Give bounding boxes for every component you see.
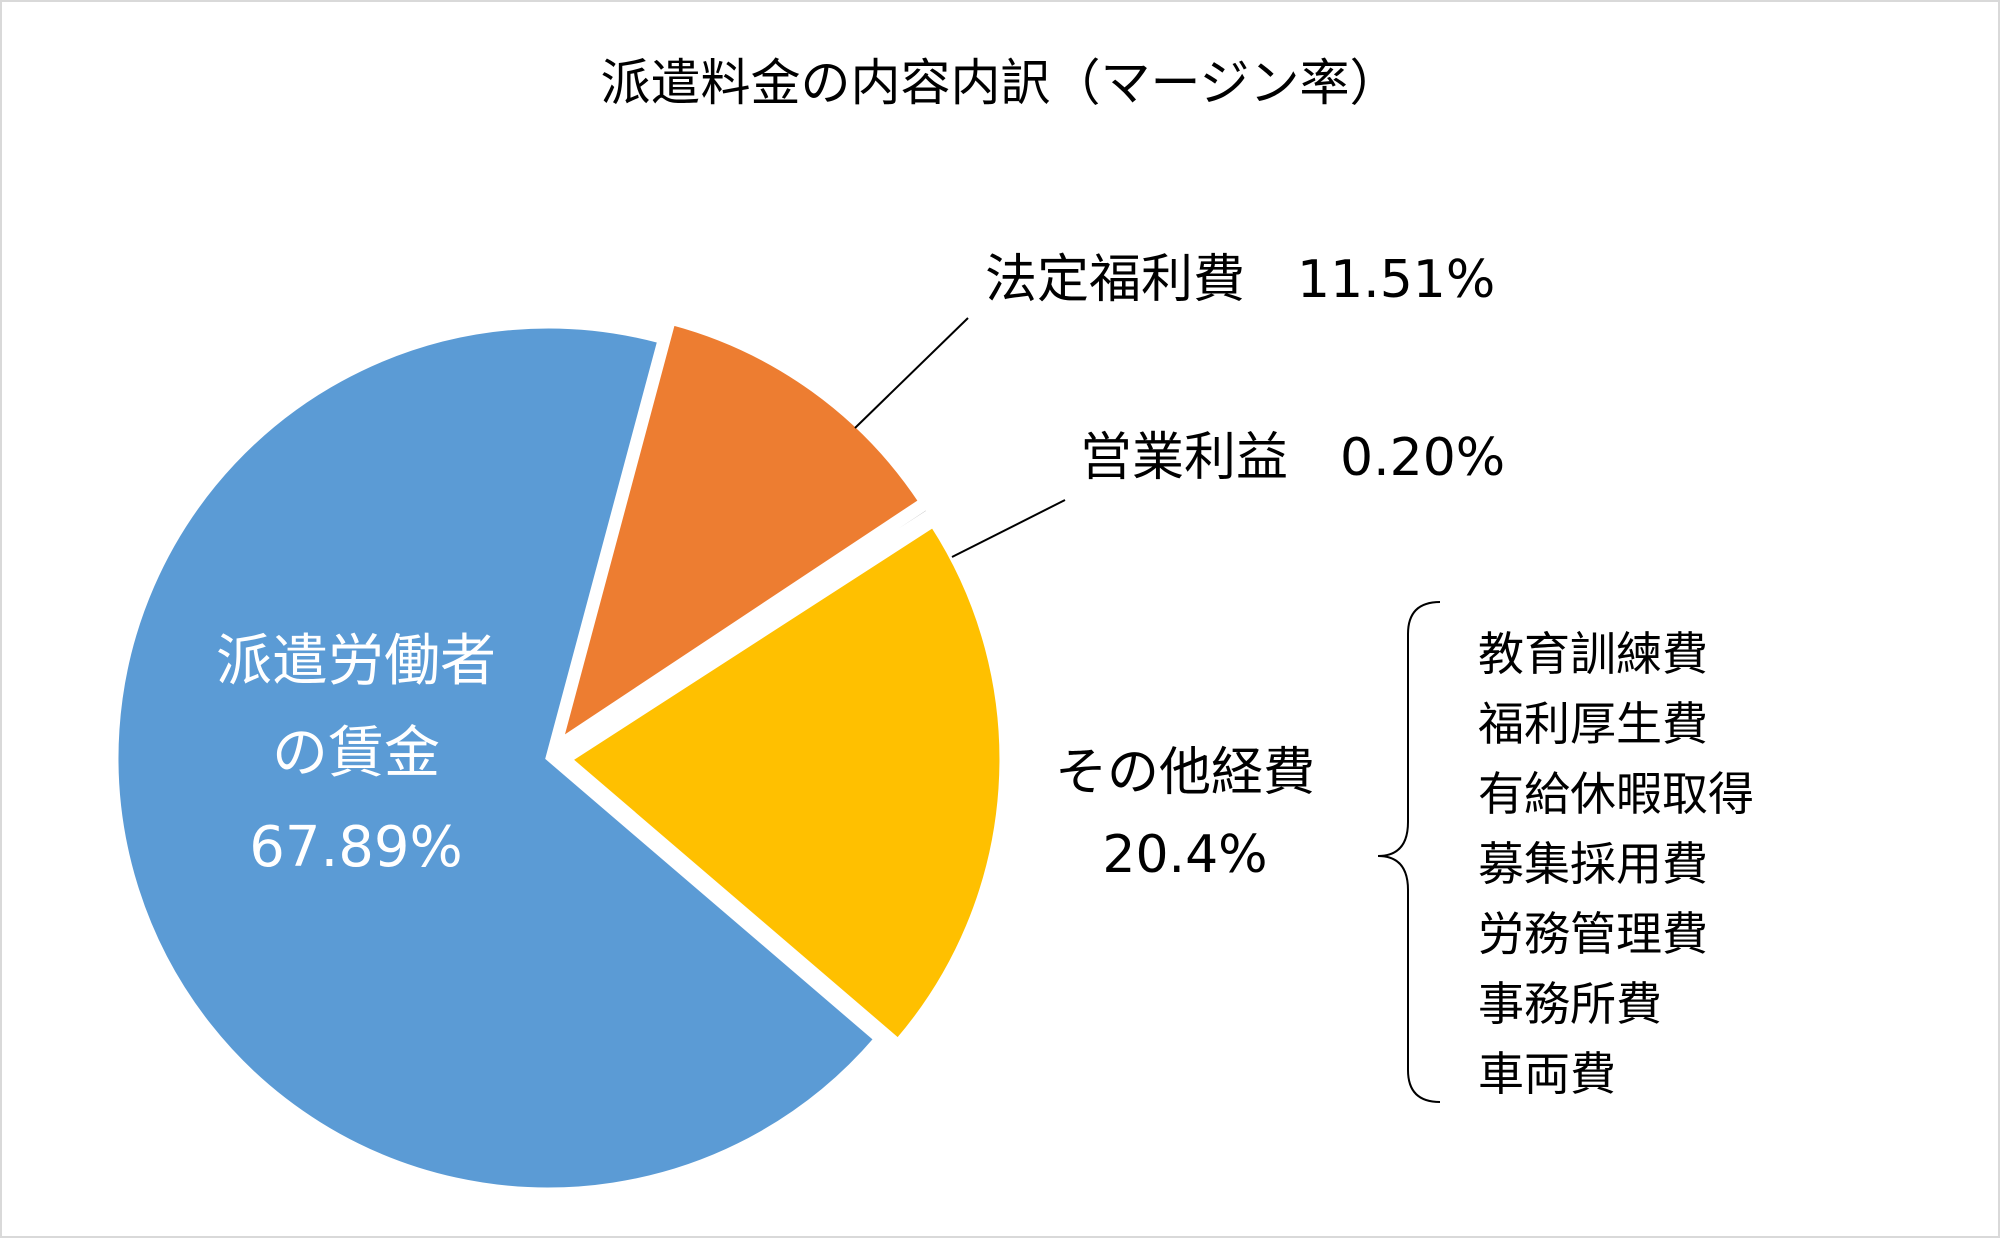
slice-label-wage-line2: の賃金 [272, 721, 440, 786]
slice-label-profit: 営業利益 0.20% [1080, 428, 1505, 488]
pie-slices [113, 319, 1005, 1193]
breakdown-item: 教育訓練費 [1478, 627, 1708, 681]
slice-label-other-value: 20.4% [1102, 825, 1267, 885]
breakdown-item: 有給休暇取得 [1478, 767, 1754, 821]
slice-label-wage-line1: 派遣労働者 [216, 629, 496, 694]
leader-line-welfare [854, 317, 969, 429]
breakdown-item: 車両費 [1478, 1047, 1616, 1101]
breakdown-brace [1377, 601, 1441, 1103]
breakdown-item: 福利厚生費 [1478, 697, 1708, 751]
pie-slice-1 [556, 319, 925, 746]
leader-line-profit [951, 499, 1066, 558]
breakdown-item: 募集採用費 [1478, 837, 1708, 891]
pie-slice-0 [113, 323, 880, 1193]
chart-title: 派遣料金の内容内訳（マージン率） [601, 54, 1400, 112]
slice-label-welfare: 法定福利費 11.51% [985, 250, 1495, 310]
slice-label-wage-value: 67.89% [249, 815, 463, 880]
pie-slice-2 [565, 503, 933, 749]
slice-label-other: その他経費 [1055, 743, 1315, 803]
pie-slice-3 [565, 521, 1005, 1045]
breakdown-item: 労務管理費 [1478, 907, 1708, 961]
breakdown-item: 事務所費 [1478, 977, 1662, 1031]
